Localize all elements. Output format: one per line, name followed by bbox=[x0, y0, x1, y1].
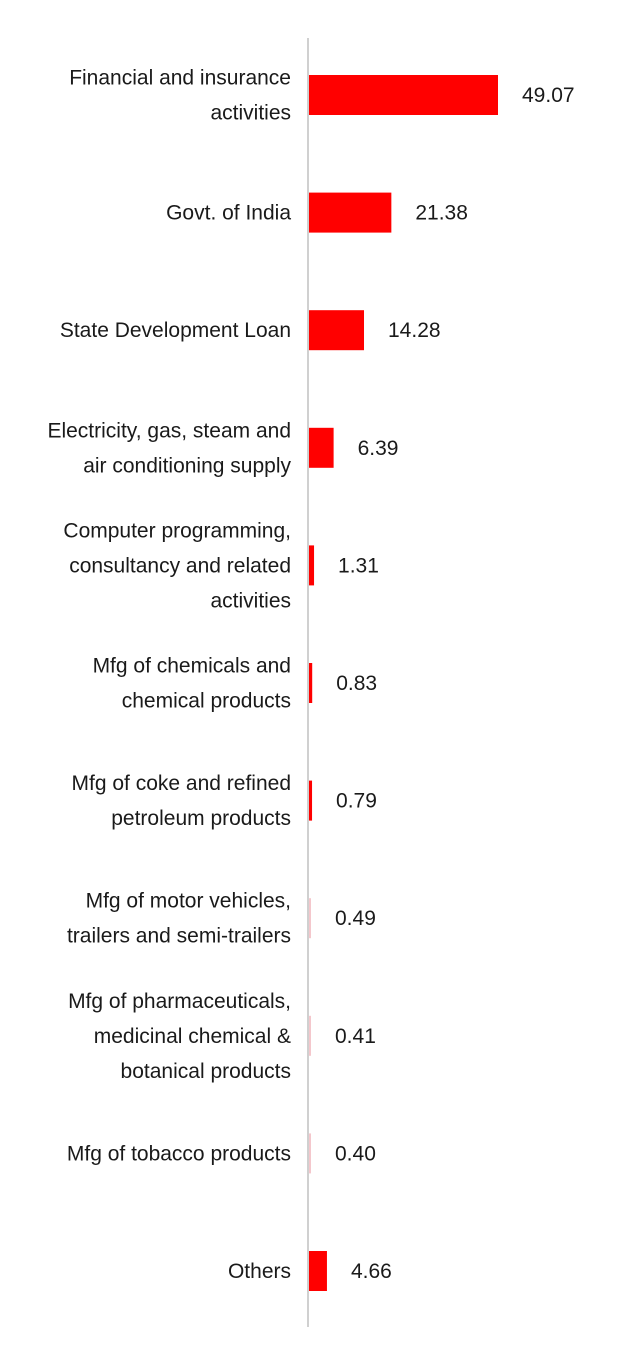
bars-group: 49.07 Financial and insurance activities 21… bbox=[47, 67, 575, 1291]
category-label-8-line-2: botanical products bbox=[121, 1060, 291, 1083]
category-label-0-line-0: Financial and insurance bbox=[69, 67, 291, 90]
category-label-3-line-0: Electricity, gas, steam and bbox=[47, 419, 291, 442]
bar-9 bbox=[309, 1133, 311, 1174]
value-label-0: 49.07 bbox=[522, 84, 575, 107]
value-label-5: 0.83 bbox=[336, 672, 377, 695]
category-label-7-line-0: Mfg of motor vehicles, bbox=[86, 890, 291, 913]
category-label-2-line-0: State Development Loan bbox=[60, 319, 291, 342]
bar-4 bbox=[309, 545, 315, 586]
bar-1 bbox=[309, 192, 392, 233]
category-label-4-line-1: consultancy and related bbox=[69, 554, 291, 577]
value-label-3: 6.39 bbox=[358, 437, 399, 460]
category-label-3-line-1: air conditioning supply bbox=[83, 454, 291, 477]
category-label-9-line-0: Mfg of tobacco products bbox=[67, 1142, 291, 1165]
category-label-0-line-1: activities bbox=[210, 102, 291, 125]
category-label-8-line-0: Mfg of pharmaceuticals, bbox=[68, 990, 291, 1013]
category-label-4-line-2: activities bbox=[210, 589, 291, 612]
value-label-7: 0.49 bbox=[335, 907, 376, 930]
value-label-2: 14.28 bbox=[388, 319, 441, 342]
category-label-7-line-1: trailers and semi-trailers bbox=[67, 925, 291, 948]
value-label-8: 0.41 bbox=[335, 1025, 376, 1048]
value-label-6: 0.79 bbox=[336, 790, 377, 813]
bar-10 bbox=[309, 1251, 327, 1291]
value-label-1: 21.38 bbox=[415, 202, 468, 225]
category-label-4-line-0: Computer programming, bbox=[63, 519, 291, 542]
category-label-1-line-0: Govt. of India bbox=[166, 202, 291, 225]
bar-5 bbox=[309, 663, 313, 703]
bar-8 bbox=[309, 1015, 311, 1056]
bar-6 bbox=[309, 780, 313, 821]
value-label-10: 4.66 bbox=[351, 1260, 392, 1283]
category-label-6-line-1: petroleum products bbox=[111, 807, 291, 830]
bar-0 bbox=[309, 75, 498, 115]
value-label-4: 1.31 bbox=[338, 554, 379, 577]
bar-2 bbox=[309, 310, 365, 351]
value-label-9: 0.40 bbox=[335, 1142, 376, 1165]
bar-3 bbox=[309, 427, 334, 468]
category-label-6-line-0: Mfg of coke and refined bbox=[72, 772, 291, 795]
category-label-5-line-1: chemical products bbox=[122, 690, 291, 713]
category-label-8-line-1: medicinal chemical & bbox=[94, 1025, 291, 1048]
category-label-5-line-0: Mfg of chemicals and bbox=[93, 655, 291, 678]
bar-7 bbox=[309, 898, 311, 939]
category-label-10-line-0: Others bbox=[228, 1260, 291, 1283]
